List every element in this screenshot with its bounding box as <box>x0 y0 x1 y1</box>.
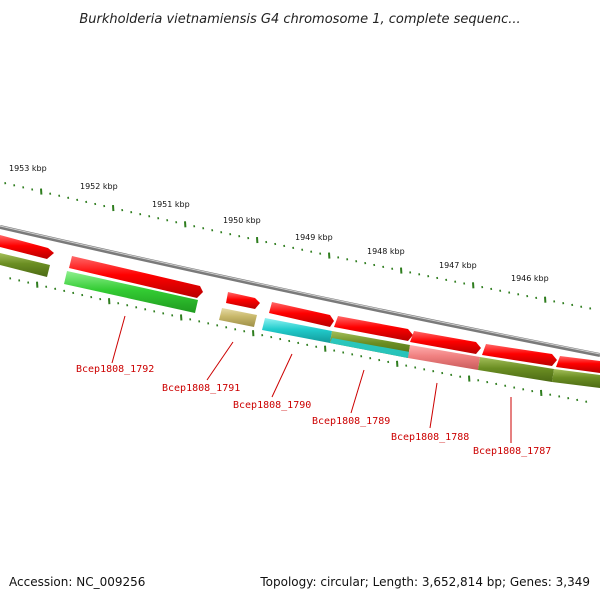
feature-band-tan[interactable] <box>219 308 257 327</box>
connector-line <box>111 315 126 364</box>
feature-band-olive[interactable] <box>0 253 50 277</box>
scale-label-1948: 1948 kbp <box>367 247 405 256</box>
feature-band-olive[interactable] <box>478 357 554 382</box>
outer-ruler-ticks <box>4 182 592 310</box>
feature-band-olive[interactable] <box>552 369 600 388</box>
scale-label-1949: 1949 kbp <box>295 233 333 242</box>
connector-line <box>271 353 293 398</box>
connector-line <box>206 341 234 381</box>
feature-band-cyan-lower <box>330 338 410 358</box>
genome-backbone-highlight <box>0 225 600 355</box>
scale-label-1950: 1950 kbp <box>223 216 261 225</box>
forward-gene-arrow[interactable] <box>482 344 557 366</box>
scale-label-1952: 1952 kbp <box>80 182 118 191</box>
gene-label-1787[interactable]: Bcep1808_1787 <box>473 446 551 457</box>
genome-backbone <box>0 225 600 357</box>
feature-band-green[interactable] <box>64 271 198 313</box>
forward-gene-arrow[interactable] <box>69 256 203 298</box>
forward-gene-arrow[interactable] <box>556 356 600 373</box>
gene-label-1788[interactable]: Bcep1808_1788 <box>391 432 469 443</box>
scale-label-1951: 1951 kbp <box>152 200 190 209</box>
forward-gene-arrow[interactable] <box>0 235 54 259</box>
map-title: Burkholderia vietnamiensis G4 chromosome… <box>79 12 520 27</box>
gene-label-1789[interactable]: Bcep1808_1789 <box>312 416 390 427</box>
feature-band-pink[interactable] <box>408 345 480 370</box>
summary-text: Topology: circular; Length: 3,652,814 bp… <box>259 575 590 589</box>
scale-label-1953: 1953 kbp <box>9 164 47 173</box>
scale-label-1947: 1947 kbp <box>439 261 477 270</box>
connector-line <box>429 382 438 429</box>
scale-label-1946: 1946 kbp <box>511 274 549 283</box>
accession-text: Accession: NC_009256 <box>9 575 145 589</box>
forward-gene-arrow[interactable] <box>269 302 334 327</box>
gene-label-connectors <box>111 315 512 443</box>
gene-label-1791[interactable]: Bcep1808_1791 <box>162 383 240 394</box>
forward-gene-arrow[interactable] <box>334 316 413 341</box>
connector-line <box>350 369 365 414</box>
inner-ruler-ticks <box>9 277 588 403</box>
forward-gene-arrow[interactable] <box>226 292 260 309</box>
gene-label-1790[interactable]: Bcep1808_1790 <box>233 400 311 411</box>
forward-gene-arrow[interactable] <box>410 331 481 354</box>
feature-band-cyan[interactable] <box>262 318 332 343</box>
gene-label-1792[interactable]: Bcep1808_1792 <box>76 364 154 375</box>
